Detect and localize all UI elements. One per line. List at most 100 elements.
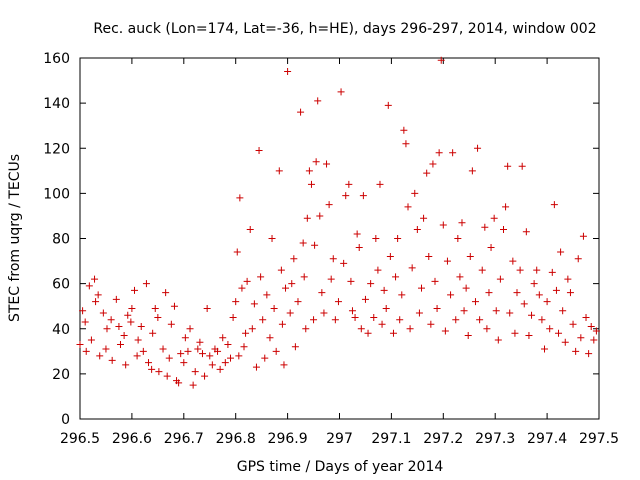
- data-point: [334, 298, 342, 306]
- data-point: [413, 225, 421, 233]
- data-point: [94, 291, 102, 299]
- data-point: [456, 273, 464, 281]
- data-point: [257, 273, 265, 281]
- data-point: [590, 336, 598, 344]
- x-axis-label: GPS time / Days of year 2014: [237, 459, 444, 475]
- data-point: [102, 345, 110, 353]
- data-point: [300, 273, 308, 281]
- data-point: [546, 325, 554, 333]
- data-point: [466, 253, 474, 261]
- data-point: [124, 311, 132, 319]
- data-point: [108, 356, 116, 364]
- data-point: [518, 162, 526, 170]
- data-point: [155, 368, 163, 376]
- data-point: [347, 277, 355, 285]
- data-point: [353, 230, 361, 238]
- data-point: [201, 372, 209, 380]
- data-point: [261, 354, 269, 362]
- y-axis-label: STEC from uqrg / TECUs: [7, 154, 23, 322]
- x-tick-label: 297.5: [579, 431, 619, 447]
- y-tick-label: 60: [52, 277, 70, 293]
- data-point: [408, 264, 416, 272]
- data-point: [128, 304, 136, 312]
- data-point: [305, 167, 313, 175]
- data-point: [447, 291, 455, 299]
- data-point: [310, 316, 318, 324]
- data-point: [221, 359, 229, 367]
- data-point: [348, 307, 356, 315]
- data-point: [227, 354, 235, 362]
- data-point: [87, 336, 95, 344]
- data-point: [134, 336, 142, 344]
- data-point: [252, 363, 260, 371]
- data-point: [139, 347, 147, 355]
- data-point: [509, 257, 517, 265]
- data-point: [291, 343, 299, 351]
- data-point: [406, 325, 414, 333]
- data-point: [513, 289, 521, 297]
- data-point: [76, 341, 84, 349]
- data-point: [561, 338, 569, 346]
- data-point: [246, 225, 254, 233]
- data-point: [259, 316, 267, 324]
- data-point: [464, 332, 472, 340]
- y-tick-label: 0: [61, 412, 70, 428]
- data-point: [268, 235, 276, 242]
- y-axis: 0 20 40 60 80 100 120 140 160: [43, 51, 599, 428]
- y-tick-label: 80: [52, 232, 70, 248]
- data-point: [184, 347, 192, 355]
- data-point: [327, 275, 335, 283]
- data-point: [530, 280, 538, 288]
- data-point: [175, 379, 183, 387]
- data-point: [302, 325, 310, 333]
- data-point: [492, 307, 500, 315]
- data-point: [170, 302, 178, 310]
- data-point: [263, 291, 271, 299]
- data-point: [290, 255, 298, 263]
- data-point: [577, 334, 585, 342]
- data-point: [107, 316, 115, 324]
- data-point: [120, 332, 128, 340]
- data-point: [490, 214, 498, 222]
- data-point: [384, 101, 392, 109]
- data-point: [216, 365, 224, 373]
- data-point: [142, 280, 150, 288]
- data-point: [288, 280, 296, 288]
- data-point: [478, 266, 486, 274]
- data-point: [162, 289, 170, 297]
- data-point: [342, 192, 350, 200]
- data-point: [566, 289, 574, 297]
- data-point: [511, 329, 519, 337]
- data-point: [163, 372, 171, 380]
- data-point: [122, 361, 130, 369]
- data-point: [454, 235, 462, 242]
- data-point: [543, 298, 551, 306]
- data-point: [318, 289, 326, 297]
- data-point: [280, 361, 288, 369]
- data-point: [372, 235, 380, 242]
- data-point: [167, 320, 175, 328]
- x-axis: 296.5 296.6 296.7 296.8 296.9 297 297.1 297.2 29…: [60, 58, 619, 447]
- data-point: [516, 266, 524, 274]
- x-tick-label: 296.7: [164, 431, 204, 447]
- data-point: [435, 149, 443, 157]
- data-point: [191, 368, 199, 376]
- data-point: [159, 345, 167, 353]
- data-point: [359, 192, 367, 200]
- data-point: [555, 329, 563, 337]
- data-point: [452, 316, 460, 324]
- data-point: [582, 313, 590, 321]
- data-point: [177, 350, 185, 358]
- data-point: [415, 309, 423, 317]
- data-point: [282, 284, 290, 292]
- data-point: [266, 334, 274, 342]
- data-point: [494, 336, 502, 344]
- data-point: [79, 307, 87, 315]
- data-point: [149, 329, 157, 337]
- y-tick-label: 100: [43, 186, 70, 202]
- data-point: [297, 108, 305, 116]
- data-point: [496, 275, 504, 283]
- x-tick-label: 297.4: [527, 431, 567, 447]
- data-point: [312, 158, 320, 166]
